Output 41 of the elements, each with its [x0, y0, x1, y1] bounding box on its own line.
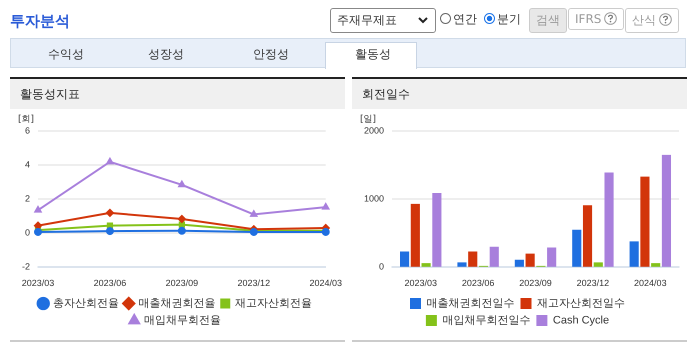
- legend-label: 재고자산회전일수: [537, 298, 625, 310]
- x-tick-label: 2023/06: [94, 278, 126, 288]
- text: 주재무제표: [337, 13, 397, 27]
- text: 검색: [536, 13, 560, 27]
- y-tick-label: 4: [24, 160, 30, 170]
- y-tick-label: 2: [24, 194, 30, 204]
- legend-label: 매출채권회전율: [138, 298, 216, 310]
- y-tick-label: 0: [24, 228, 30, 238]
- y-tick-label: 2000: [364, 125, 384, 136]
- text: 수익성: [48, 47, 84, 61]
- chart-title: 회전일수: [352, 79, 687, 109]
- x-tick-label: 2023/12: [238, 278, 270, 288]
- x-tick-label: 2023/03: [404, 278, 437, 288]
- legend-label: 재고자산회전율: [234, 298, 312, 310]
- x-tick-label: 2023/09: [166, 278, 198, 288]
- x-tick-label: 2023/06: [462, 278, 494, 288]
- y-tick-label: 1000: [364, 194, 384, 204]
- legend-label: Cash Cycle: [552, 314, 610, 327]
- x-tick-label: 2023/03: [22, 278, 54, 288]
- legend-label: 총자산회전율: [52, 298, 119, 310]
- x-tick-label: 2024/03: [634, 278, 667, 288]
- legend-label: 매입채무회전일수: [442, 314, 530, 327]
- chart-title: 활동성지표: [10, 79, 345, 109]
- y-axis-title: [일]: [360, 114, 376, 124]
- y-tick-label: 0: [379, 262, 384, 272]
- text: 투자분석: [10, 12, 70, 30]
- x-tick-label: 2023/12: [576, 278, 610, 288]
- legend-label: 매출채권회전일수: [426, 298, 514, 310]
- y-tick-label: 6: [24, 125, 30, 136]
- text: 산식: [632, 13, 656, 27]
- x-tick-label: 2023/09: [519, 278, 552, 288]
- text: 안정성: [253, 47, 289, 61]
- text: IFRS: [575, 12, 602, 26]
- text: 분기: [497, 12, 521, 26]
- text: 연간: [453, 12, 477, 26]
- y-tick-label: -2: [22, 262, 30, 272]
- text: 활동성: [355, 47, 391, 61]
- text: 성장성: [148, 47, 184, 61]
- x-tick-label: 2024/03: [309, 278, 342, 288]
- y-axis-title: [회]: [18, 114, 34, 124]
- legend-label: 매입채무회전율: [144, 314, 221, 327]
